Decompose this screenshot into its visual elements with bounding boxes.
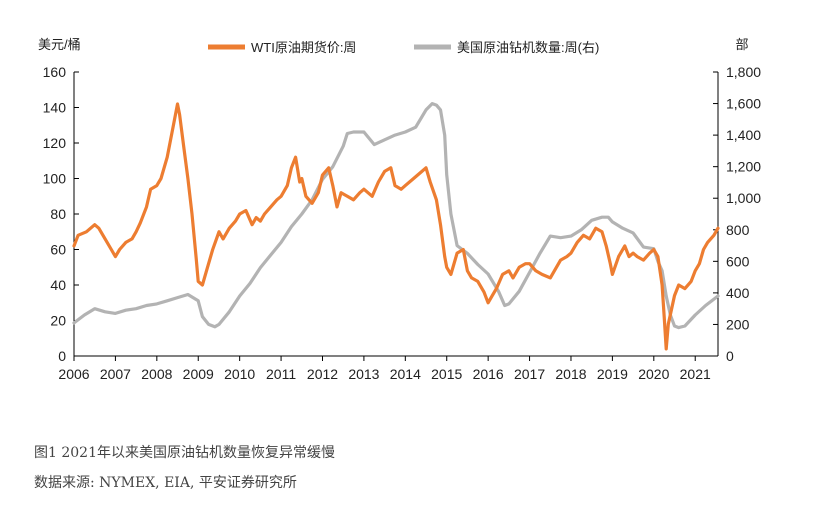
right-tick-label: 1,400 (726, 127, 761, 143)
series-line-wti-price (72, 102, 720, 351)
left-tick-label: 100 (43, 171, 67, 187)
left-tick-label: 40 (50, 277, 66, 293)
x-tick-label: 2017 (514, 366, 545, 382)
x-ticks: 2006 2007 2008 2009 2010 2011 2012 2013 2014 2015… (58, 356, 711, 382)
plot-frame (73, 72, 719, 357)
left-tick-label: 140 (43, 100, 67, 116)
left-y-ticks: 0 20 40 60 80 100 120 140 160 (43, 64, 79, 364)
figure-caption: 图1 2021年以来美国原油钻机数量恢复异常缓慢 (34, 445, 335, 461)
left-tick-label: 0 (58, 348, 66, 364)
chart: 美元/桶 部 WTI原油期货价:周 美国原油钻机数量:周(右) 0 20 40 60 8… (38, 37, 761, 382)
right-tick-label: 600 (726, 253, 750, 269)
right-tick-label: 0 (726, 348, 734, 364)
data-source-note: 数据来源: NYMEX, EIA, 平安证券研究所 (34, 475, 297, 491)
x-tick-label: 2013 (348, 366, 379, 382)
left-tick-label: 20 (50, 313, 66, 329)
right-axis-unit: 部 (735, 37, 748, 52)
x-tick-label: 2014 (390, 366, 421, 382)
x-tick-label: 2006 (58, 366, 89, 382)
x-tick-label: 2016 (473, 366, 504, 382)
right-tick-label: 400 (726, 285, 750, 301)
right-tick-label: 800 (726, 222, 750, 238)
x-tick-label: 2007 (100, 366, 131, 382)
right-tick-label: 1,200 (726, 159, 761, 175)
right-tick-label: 1,800 (726, 64, 761, 80)
left-axis-unit: 美元/桶 (38, 37, 81, 52)
x-tick-label: 2009 (183, 366, 214, 382)
right-tick-label: 1,600 (726, 96, 761, 112)
x-tick-label: 2019 (597, 366, 628, 382)
right-tick-label: 200 (726, 316, 750, 332)
left-tick-label: 160 (43, 64, 67, 80)
series-line-rig-count (72, 102, 720, 330)
legend-label-wti: WTI原油期货价:周 (251, 40, 356, 55)
right-tick-label: 1,000 (726, 190, 761, 206)
left-tick-label: 60 (50, 242, 66, 258)
x-tick-label: 2011 (266, 366, 296, 382)
left-tick-label: 120 (43, 135, 67, 151)
x-tick-label: 2018 (555, 366, 586, 382)
legend-label-rig: 美国原油钻机数量:周(右) (457, 40, 599, 55)
right-y-ticks: 0 200 400 600 800 1,000 1,200 1,400 1,600 1,800 (713, 64, 761, 364)
left-tick-label: 80 (50, 206, 66, 222)
x-tick-label: 2010 (224, 366, 255, 382)
series-layer (72, 102, 720, 351)
x-tick-label: 2021 (680, 366, 711, 382)
legend: WTI原油期货价:周 美国原油钻机数量:周(右) (208, 40, 599, 55)
x-tick-label: 2012 (307, 366, 338, 382)
x-tick-label: 2008 (141, 366, 172, 382)
x-tick-label: 2020 (638, 366, 669, 382)
x-tick-label: 2015 (431, 366, 462, 382)
